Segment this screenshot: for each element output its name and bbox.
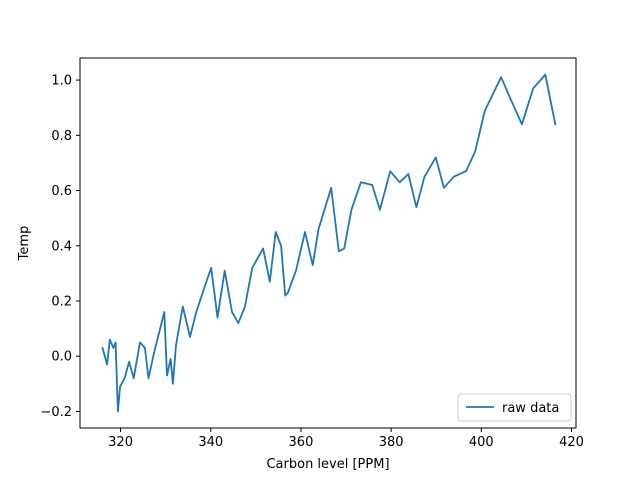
legend: raw data: [457, 393, 572, 422]
y-axis: −0.2 0.0 0.2 0.4 0.6 0.8 1.0: [40, 74, 80, 420]
x-tick-label: 420: [559, 435, 584, 450]
x-axis-label: Carbon level [PPM]: [266, 457, 389, 472]
series-layer: [101, 73, 557, 413]
x-tick-label: 360: [289, 435, 314, 450]
y-tick-label: 0.8: [51, 129, 72, 144]
x-axis: 320 340 360 380 400 420: [108, 428, 584, 450]
x-tick-label: 400: [469, 435, 494, 450]
y-tick-label: 0.0: [51, 350, 72, 365]
x-tick-label: 320: [108, 435, 133, 450]
x-tick-label: 380: [379, 435, 404, 450]
y-tick-label: 0.2: [51, 294, 72, 309]
y-tick-label: 0.6: [51, 184, 72, 199]
y-tick-label: 0.4: [51, 239, 72, 254]
plot-area: [79, 57, 577, 429]
legend-frame: [457, 393, 572, 422]
axes-frame: [79, 57, 577, 429]
x-tick-label: 340: [198, 435, 223, 450]
y-axis-label: Temp: [17, 226, 32, 262]
legend-label: raw data: [502, 401, 559, 416]
y-tick-label: −0.2: [40, 405, 72, 420]
series-line-0: [101, 73, 557, 413]
y-tick-label: 1.0: [51, 74, 72, 89]
